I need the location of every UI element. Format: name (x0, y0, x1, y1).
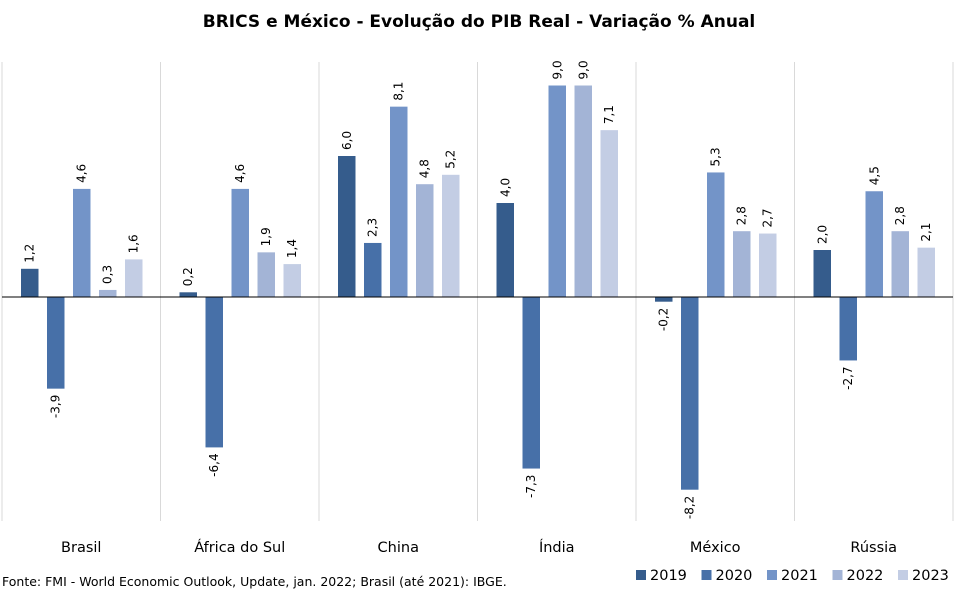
bar (21, 268, 39, 297)
data-label: -8,2 (683, 496, 697, 519)
data-label: -0,2 (657, 308, 671, 331)
data-label: 8,1 (392, 82, 406, 101)
bar (839, 297, 857, 361)
chart-title: BRICS e México - Evolução do PIB Real - … (203, 12, 756, 32)
legend-swatch (898, 570, 908, 580)
bar (917, 247, 935, 297)
bar (548, 85, 566, 297)
bar (283, 264, 301, 297)
legend-swatch (636, 570, 646, 580)
data-label: 1,4 (285, 239, 299, 258)
bar (442, 174, 460, 297)
data-label: 2,8 (735, 206, 749, 225)
data-label: 2,7 (761, 208, 775, 227)
bar (416, 184, 434, 297)
bar (655, 297, 673, 302)
legend-label: 2020 (716, 568, 753, 584)
data-label: 5,3 (709, 147, 723, 166)
category-label: África do Sul (194, 539, 285, 556)
bar (681, 297, 699, 490)
data-label: 2,1 (919, 223, 933, 242)
bar (707, 172, 725, 297)
category-labels: Brasil África do Sul China Índia México Rússi… (61, 539, 897, 556)
data-label: 1,6 (127, 234, 141, 253)
legend-label: 2021 (781, 568, 818, 584)
bar (733, 231, 751, 297)
category-label: Rússia (850, 540, 897, 556)
data-label: 4,8 (418, 159, 432, 178)
data-label: -3,9 (49, 395, 63, 418)
data-label: 7,1 (602, 105, 616, 124)
data-label: 9,0 (550, 60, 564, 79)
bar (47, 297, 65, 389)
data-label: -6,4 (207, 453, 221, 476)
legend-swatch (832, 570, 843, 580)
bar (522, 297, 540, 469)
data-label: 1,9 (259, 227, 273, 246)
legend-swatch (701, 570, 712, 580)
data-label: 2,0 (815, 225, 829, 244)
bar (759, 233, 777, 297)
bar-group: 1,2 0,2 6,0 4,0 -0,2 2,0 -3,9 -6,4 2,3 -7,3 -8,2 -2… (21, 60, 935, 519)
bar (231, 188, 249, 297)
data-label: 0,2 (181, 267, 195, 286)
category-label: China (378, 540, 419, 556)
data-label: 4,5 (867, 166, 881, 185)
data-label: 4,6 (233, 164, 247, 183)
legend-label: 2022 (847, 568, 884, 584)
data-label: 0,3 (101, 265, 115, 284)
bar (179, 292, 197, 297)
legend: 2019 2020 2021 2022 2023 (636, 568, 949, 584)
bar (865, 191, 883, 297)
category-label: Índia (539, 539, 575, 556)
data-label: 6,0 (340, 131, 354, 150)
bar (73, 188, 91, 297)
legend-label: 2019 (650, 568, 687, 584)
data-label: 4,6 (75, 164, 89, 183)
bar (574, 85, 592, 297)
legend-label: 2023 (912, 568, 949, 584)
data-label: 5,2 (444, 150, 458, 169)
bar (364, 242, 382, 297)
bar (99, 289, 117, 297)
data-label: 2,8 (893, 206, 907, 225)
bar (390, 106, 408, 298)
category-label: México (690, 540, 741, 556)
bar (813, 250, 831, 297)
data-label: 9,0 (576, 60, 590, 79)
bar (891, 231, 909, 297)
data-label: 1,2 (23, 244, 37, 263)
bar (205, 297, 223, 448)
data-label: -7,3 (524, 475, 538, 498)
bar (125, 259, 143, 297)
source-note: Fonte: FMI - World Economic Outlook, Upd… (2, 574, 507, 589)
legend-swatch (767, 570, 777, 580)
data-label: -2,7 (841, 366, 855, 389)
bar (600, 130, 618, 297)
plot-area (1, 62, 954, 521)
bar (257, 252, 275, 297)
data-label: 4,0 (498, 178, 512, 197)
category-label: Brasil (61, 540, 101, 556)
bar (338, 156, 356, 297)
bar (496, 203, 514, 297)
data-label: 2,3 (366, 218, 380, 237)
